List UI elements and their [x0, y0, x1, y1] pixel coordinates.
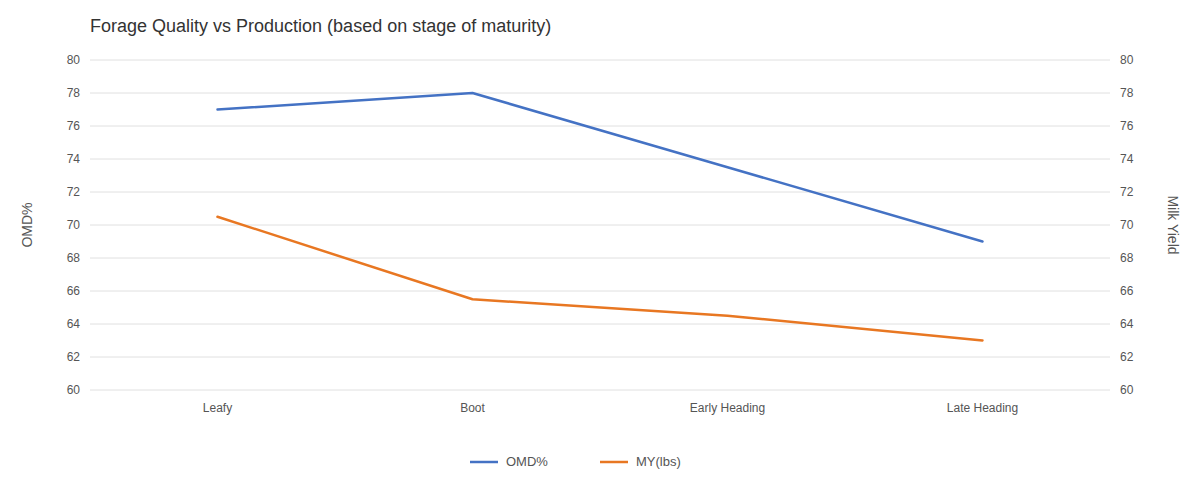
title: Forage Quality vs Production (based on s…	[90, 16, 551, 36]
y-tick-label: 72	[67, 185, 81, 199]
y2-tick-label: 64	[1120, 317, 1134, 331]
x-tick-label: Early Heading	[690, 401, 765, 415]
legend: OMD% MY(lbs)	[470, 454, 681, 469]
grid-line	[90, 192, 1110, 193]
y-tick-label: 78	[67, 86, 81, 100]
grid-line	[90, 357, 1110, 358]
y2-tick-label: 62	[1120, 350, 1134, 364]
y2-axis-label: Milk Yield	[1165, 195, 1181, 254]
y2-tick-label: 76	[1120, 119, 1134, 133]
y-tick-label: 62	[67, 350, 81, 364]
y-tick-label: 76	[67, 119, 81, 133]
grid-line	[90, 93, 1110, 94]
chart: Forage Quality vs Production (based on s…	[0, 0, 1200, 490]
y-tick-label: 64	[67, 317, 81, 331]
grid-line	[90, 324, 1110, 325]
y2-tick-label: 68	[1120, 251, 1134, 265]
y-tick-label: 68	[67, 251, 81, 265]
x-tick-label: Late Heading	[947, 401, 1018, 415]
legend-label: OMD%	[506, 454, 548, 469]
y2-tick-label: 80	[1120, 53, 1134, 67]
plot-area	[218, 93, 983, 341]
y2-tick-label: 74	[1120, 152, 1134, 166]
y2-tick-label: 60	[1120, 383, 1134, 397]
x-tick-label: Boot	[460, 401, 485, 415]
y2-tick-label: 66	[1120, 284, 1134, 298]
y-tick-label: 80	[67, 53, 81, 67]
series-line	[218, 217, 983, 341]
y2-tick-label: 70	[1120, 218, 1134, 232]
grid-line	[90, 291, 1110, 292]
grid-line	[90, 60, 1110, 61]
grid-line	[90, 390, 1110, 391]
series-line	[218, 93, 983, 242]
y-tick-label: 60	[67, 383, 81, 397]
grid-line	[90, 159, 1110, 160]
legend-swatch	[600, 461, 628, 464]
y2-tick-label: 78	[1120, 86, 1134, 100]
y-axis-label: OMD%	[19, 202, 35, 247]
grid	[90, 60, 1110, 390]
legend-swatch	[470, 461, 498, 464]
grid-line	[90, 258, 1110, 259]
legend-label: MY(lbs)	[636, 454, 681, 469]
grid-line	[90, 126, 1110, 127]
x-tick-label: Leafy	[203, 401, 232, 415]
y-tick-label: 74	[67, 152, 81, 166]
y2-tick-label: 72	[1120, 185, 1134, 199]
y-tick-label: 66	[67, 284, 81, 298]
y-tick-label: 70	[67, 218, 81, 232]
